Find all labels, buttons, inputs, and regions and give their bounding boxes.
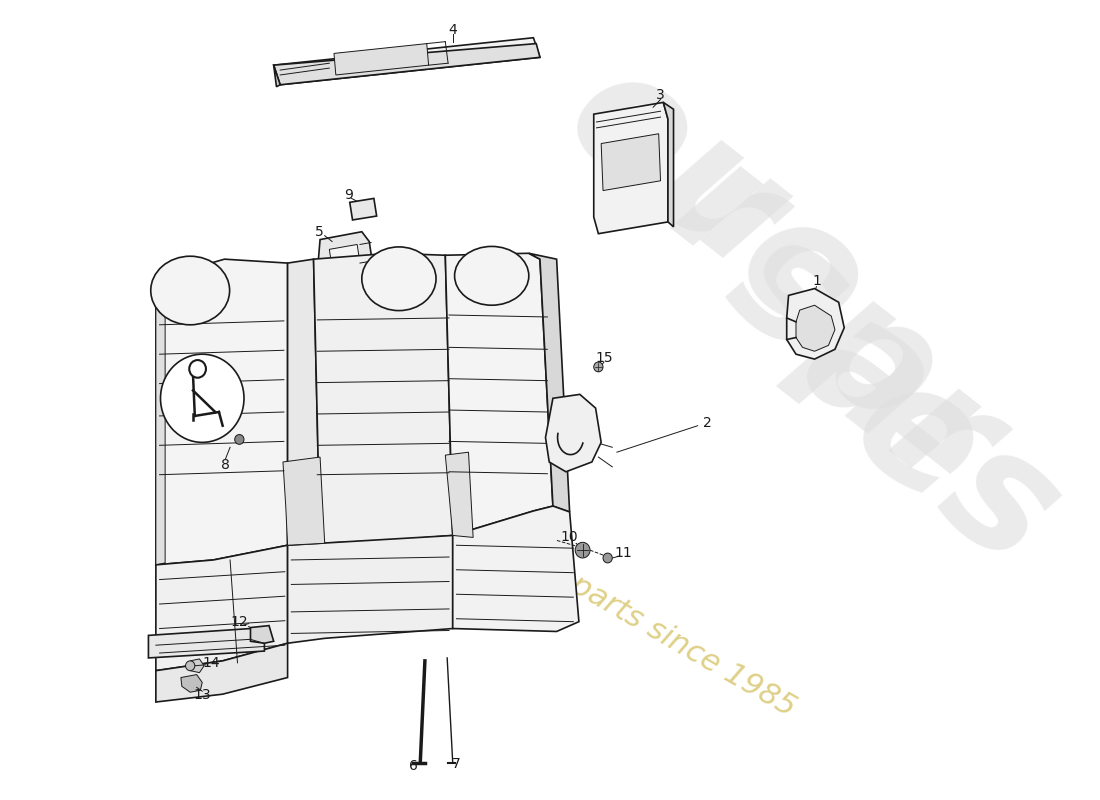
Text: 14: 14 (202, 656, 220, 670)
Polygon shape (546, 394, 602, 472)
Polygon shape (274, 44, 540, 85)
Ellipse shape (151, 256, 230, 325)
Text: 1: 1 (812, 274, 821, 288)
Polygon shape (287, 259, 320, 546)
Text: sp: sp (698, 198, 971, 461)
Circle shape (594, 362, 603, 372)
Polygon shape (453, 506, 579, 631)
Polygon shape (446, 254, 553, 535)
Text: 13: 13 (194, 688, 211, 702)
Text: 7: 7 (452, 757, 461, 770)
Polygon shape (314, 254, 453, 543)
Polygon shape (446, 452, 473, 538)
Ellipse shape (362, 247, 436, 310)
Text: 5: 5 (315, 225, 323, 238)
Polygon shape (334, 44, 429, 75)
Polygon shape (287, 535, 453, 643)
Polygon shape (594, 102, 668, 234)
Text: 9: 9 (344, 189, 353, 202)
Text: ro: ro (642, 126, 898, 376)
Polygon shape (329, 245, 360, 268)
Polygon shape (180, 674, 202, 692)
Polygon shape (274, 65, 280, 86)
Polygon shape (156, 546, 287, 670)
Text: a passion for parts since 1985: a passion for parts since 1985 (387, 466, 801, 722)
Polygon shape (350, 198, 376, 220)
Text: es: es (822, 342, 1089, 602)
Polygon shape (156, 259, 287, 565)
Text: 6: 6 (409, 758, 418, 773)
Polygon shape (529, 254, 570, 512)
Circle shape (234, 434, 244, 444)
Polygon shape (156, 278, 165, 565)
Polygon shape (156, 643, 287, 702)
Ellipse shape (454, 246, 529, 306)
Text: ar: ar (773, 279, 1026, 527)
Text: 3: 3 (657, 87, 664, 102)
Polygon shape (190, 659, 205, 673)
Circle shape (161, 354, 244, 442)
Text: eu: eu (536, 33, 818, 303)
Text: 8: 8 (221, 458, 230, 472)
Polygon shape (796, 306, 835, 351)
Circle shape (189, 360, 206, 378)
Text: 12: 12 (231, 614, 249, 629)
Polygon shape (663, 102, 673, 227)
Circle shape (575, 542, 590, 558)
Polygon shape (317, 232, 373, 282)
Text: 15: 15 (595, 351, 613, 365)
Polygon shape (283, 457, 324, 546)
Polygon shape (148, 629, 264, 658)
Polygon shape (274, 38, 540, 85)
Text: 10: 10 (561, 530, 579, 545)
Text: 2: 2 (703, 416, 712, 430)
Polygon shape (602, 134, 660, 190)
Text: 4: 4 (449, 23, 458, 37)
Polygon shape (251, 626, 274, 643)
Text: 11: 11 (615, 546, 632, 560)
Polygon shape (786, 289, 844, 359)
Circle shape (603, 553, 613, 563)
Circle shape (186, 661, 195, 670)
